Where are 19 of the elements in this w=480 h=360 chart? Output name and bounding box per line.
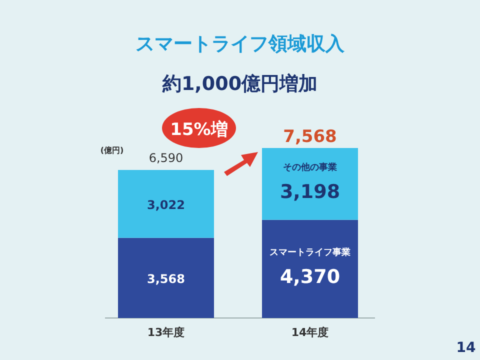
data-label: 3,568: [147, 272, 185, 286]
series-label: その他の事業: [283, 162, 337, 173]
chart-title: スマートライフ領域収入: [136, 33, 346, 55]
bar: [262, 220, 358, 318]
x-tick-label: 14年度: [291, 326, 329, 339]
chart-subtitle: 約1,000億円増加: [161, 73, 318, 95]
bar: [118, 170, 214, 238]
text: 14: [456, 340, 476, 356]
y-axis-title: (億円): [100, 146, 124, 155]
series-label: スマートライフ事業: [270, 246, 350, 258]
bar: [262, 148, 358, 220]
data-label: 3,198: [280, 180, 340, 203]
text: 15%増: [170, 119, 228, 140]
x-tick-label: 13年度: [147, 326, 185, 339]
data-label: 4,370: [280, 266, 340, 288]
total-label: 7,568: [283, 127, 337, 147]
bar: [118, 238, 214, 318]
total-label: 6,590: [148, 150, 184, 165]
data-label: 3,022: [147, 198, 185, 212]
